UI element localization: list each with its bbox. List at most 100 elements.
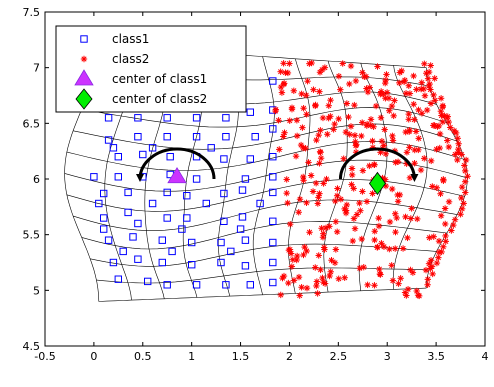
class2-point bbox=[376, 265, 383, 273]
class2-point bbox=[328, 257, 335, 264]
class2-point bbox=[293, 132, 301, 140]
class2-point bbox=[395, 280, 402, 287]
class2-point bbox=[347, 123, 355, 130]
class2-point bbox=[358, 132, 365, 140]
class1-point bbox=[220, 217, 228, 226]
class2-point bbox=[333, 228, 341, 235]
class2-point bbox=[317, 154, 325, 162]
grid-line-horizontal bbox=[96, 267, 430, 284]
class2-point bbox=[362, 73, 370, 80]
grid-line-horizontal bbox=[73, 123, 458, 150]
class2-point bbox=[285, 246, 293, 254]
legend-marker-diamond bbox=[75, 88, 93, 110]
class2-point bbox=[405, 116, 412, 123]
class1-point bbox=[269, 125, 277, 133]
class2-point bbox=[280, 60, 287, 67]
class2-point bbox=[436, 130, 444, 138]
class2-point bbox=[369, 137, 376, 145]
class2-point bbox=[299, 124, 306, 131]
class2-point bbox=[393, 214, 400, 222]
class1-point bbox=[238, 213, 247, 221]
class2-point bbox=[280, 272, 288, 280]
x-tick-label: 3.5 bbox=[427, 350, 445, 363]
class2-point bbox=[345, 113, 352, 121]
class2-point bbox=[358, 235, 365, 243]
class1-point bbox=[163, 133, 171, 141]
class2-point bbox=[300, 251, 307, 259]
class1-point bbox=[246, 155, 255, 163]
class2-point bbox=[433, 259, 441, 267]
class1-point bbox=[163, 214, 171, 222]
class2-point bbox=[287, 221, 294, 228]
class1-point bbox=[241, 236, 250, 244]
class2-point bbox=[296, 196, 304, 203]
class2-point bbox=[437, 108, 445, 115]
class1-point bbox=[114, 173, 122, 181]
class2-point bbox=[277, 68, 284, 75]
class2-point bbox=[335, 73, 343, 80]
class1-point bbox=[202, 199, 211, 208]
grid-line-horizontal bbox=[64, 159, 468, 192]
class2-point bbox=[312, 264, 319, 271]
class2-point bbox=[429, 270, 436, 278]
class2-point bbox=[287, 250, 295, 257]
class2-point bbox=[332, 197, 339, 205]
class2-point bbox=[400, 78, 408, 86]
class2-point bbox=[342, 128, 350, 136]
class2-point bbox=[375, 222, 383, 230]
class1-point bbox=[134, 133, 142, 141]
class2-point bbox=[359, 188, 366, 195]
legend-marker-class2 bbox=[80, 55, 88, 63]
legend-marker-square bbox=[80, 35, 88, 43]
class2-point bbox=[325, 102, 332, 109]
class1-point bbox=[183, 192, 191, 200]
class1-point bbox=[109, 258, 118, 267]
class2-point bbox=[292, 152, 300, 160]
class2-point bbox=[451, 216, 459, 223]
grid-line-horizontal bbox=[81, 220, 447, 250]
class2-point bbox=[388, 185, 396, 193]
class2-point bbox=[461, 167, 469, 175]
class2-point bbox=[424, 276, 432, 283]
y-tick-label: 7.5 bbox=[23, 6, 41, 19]
class2-point bbox=[435, 122, 443, 130]
class2-point bbox=[412, 128, 420, 135]
class2-point bbox=[380, 90, 387, 98]
class2-point bbox=[316, 148, 324, 155]
class2-point bbox=[455, 140, 462, 147]
class1-point bbox=[109, 144, 118, 152]
class2-point bbox=[314, 290, 321, 297]
class2-point bbox=[313, 282, 320, 290]
class1-point bbox=[207, 144, 215, 152]
class2-point bbox=[385, 94, 393, 102]
class2-point bbox=[352, 142, 360, 149]
class2-point bbox=[307, 172, 315, 179]
class2-point bbox=[437, 212, 445, 219]
class2-point bbox=[377, 114, 385, 121]
class1-point bbox=[119, 247, 127, 256]
class2-point bbox=[377, 149, 384, 156]
class2-point bbox=[442, 232, 449, 240]
class2-point bbox=[437, 95, 445, 102]
class2-point bbox=[346, 80, 353, 88]
class2-point bbox=[315, 252, 322, 259]
class1-point bbox=[220, 155, 228, 163]
class2-point bbox=[421, 92, 429, 99]
class2-point bbox=[377, 271, 384, 278]
class2-point bbox=[290, 87, 298, 94]
class2-point bbox=[347, 62, 355, 70]
class2-point bbox=[371, 236, 378, 244]
class2-point bbox=[404, 234, 411, 242]
class2-point bbox=[293, 252, 301, 260]
class1-point bbox=[90, 173, 98, 181]
class2-point bbox=[427, 62, 434, 69]
class1-point bbox=[183, 214, 191, 222]
class2-point bbox=[304, 77, 311, 85]
class1-point bbox=[188, 261, 196, 269]
class2-point bbox=[332, 218, 340, 225]
class2-point bbox=[319, 274, 326, 282]
grid-line-horizontal bbox=[98, 287, 427, 302]
class2-point bbox=[288, 104, 296, 111]
class2-point bbox=[423, 70, 430, 77]
class2-point bbox=[308, 59, 315, 67]
